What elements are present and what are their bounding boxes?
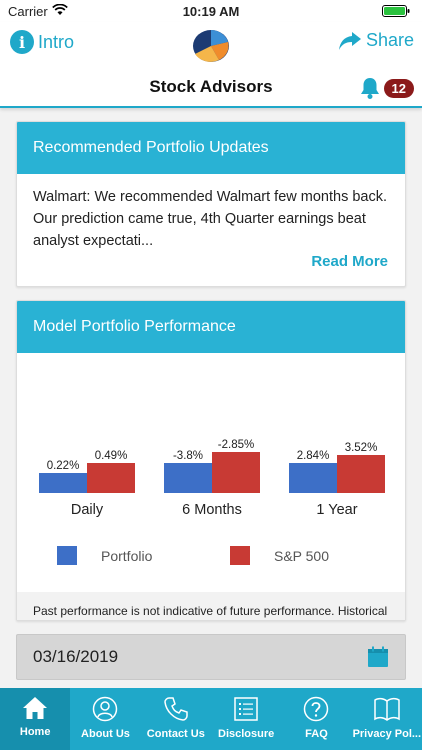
chart-legend: Portfolio S&P 500 — [17, 520, 405, 592]
bar-value-label: 2.84% — [297, 450, 330, 462]
bar-1-year-sp500 — [337, 455, 385, 493]
list-icon — [234, 697, 258, 721]
legend-swatch-portfolio — [57, 546, 77, 565]
home-icon — [23, 697, 48, 719]
tab-privacy-policy[interactable]: Privacy Pol... — [352, 688, 422, 750]
calendar-icon[interactable] — [367, 646, 389, 668]
tab-about-us-label: About Us — [81, 728, 130, 740]
person-icon — [93, 696, 118, 722]
performance-chart-svg: 0.22% 0.49% Daily -3.8% -2.85% 6 Months 2.84% 3… — [39, 439, 385, 518]
legend-label-sp500: S&P 500 — [274, 548, 330, 564]
date-picker[interactable]: 03/16/2019 — [16, 634, 406, 680]
performance-card: Model Portfolio Performance 0.22% 0.49% Da… — [16, 300, 406, 621]
performance-card-title: Model Portfolio Performance — [17, 301, 405, 353]
category-label: 1 Year — [316, 502, 357, 518]
page-title: Stock Advisors — [149, 77, 273, 96]
updates-card: Recommended Portfolio Updates Walmart: W… — [16, 121, 406, 287]
performance-disclaimer: Past performance is not indicative of fu… — [17, 592, 405, 620]
legend-swatch-sp500 — [230, 546, 250, 565]
clock: 10:19 AM — [182, 4, 240, 19]
share-button[interactable]: Share — [338, 30, 414, 51]
bar-6-months-portfolio — [164, 463, 212, 493]
bar-daily-sp500 — [87, 463, 135, 493]
app-header: i Intro Share Stock Advisors 12 — [0, 22, 422, 108]
bar-value-label: -3.8% — [173, 450, 203, 462]
bar-6-months-sp500 — [212, 452, 260, 493]
phone-icon — [164, 697, 188, 721]
tab-faq[interactable]: FAQ — [281, 688, 351, 750]
app-logo — [193, 30, 229, 62]
performance-chart: 0.22% 0.49% Daily -3.8% -2.85% 6 Months 2.84% 3… — [17, 353, 405, 520]
notifications-button[interactable]: 12 — [358, 76, 414, 100]
tab-privacy-policy-label: Privacy Pol... — [352, 728, 422, 740]
bar-value-label: 0.49% — [95, 450, 128, 462]
carrier-label: Carrier — [8, 4, 48, 19]
read-more-link[interactable]: Read More — [311, 253, 388, 270]
share-arrow-icon — [338, 31, 361, 50]
tab-home[interactable]: Home — [0, 688, 71, 750]
tab-disclosure[interactable]: Disclosure — [211, 688, 281, 750]
bar-1-year-portfolio — [289, 463, 337, 493]
tab-about-us[interactable]: About Us — [70, 688, 140, 750]
bell-icon — [360, 78, 379, 99]
wifi-icon — [52, 4, 68, 15]
legend-label-portfolio: Portfolio — [101, 548, 153, 564]
intro-button[interactable]: i Intro — [10, 30, 74, 54]
category-label: Daily — [71, 502, 104, 518]
bar-value-label: 0.22% — [47, 460, 80, 472]
question-icon — [304, 696, 329, 722]
tab-faq-label: FAQ — [305, 728, 328, 740]
status-bar: Carrier 10:19 AM — [0, 0, 422, 22]
share-label: Share — [365, 30, 414, 50]
intro-label: Intro — [38, 31, 75, 52]
info-icon: i — [10, 30, 34, 54]
tab-disclosure-label: Disclosure — [218, 728, 275, 740]
tab-home-label: Home — [19, 726, 51, 738]
tab-bar: Home About Us Contact Us Disclosure FAQ — [0, 688, 422, 750]
tab-contact-us-label: Contact Us — [146, 728, 205, 740]
book-icon — [374, 697, 400, 721]
tab-contact-us[interactable]: Contact Us — [141, 688, 211, 750]
updates-body: Walmart: We recommended Walmart few mont… — [33, 189, 388, 249]
battery-icon — [382, 5, 410, 17]
bar-daily-portfolio — [39, 473, 87, 493]
bar-value-label: -2.85% — [218, 439, 254, 451]
category-label: 6 Months — [182, 502, 242, 518]
notification-badge: 12 — [383, 78, 414, 98]
bar-value-label: 3.52% — [345, 442, 378, 454]
updates-card-title: Recommended Portfolio Updates — [17, 122, 405, 174]
selected-date: 03/16/2019 — [33, 647, 119, 666]
